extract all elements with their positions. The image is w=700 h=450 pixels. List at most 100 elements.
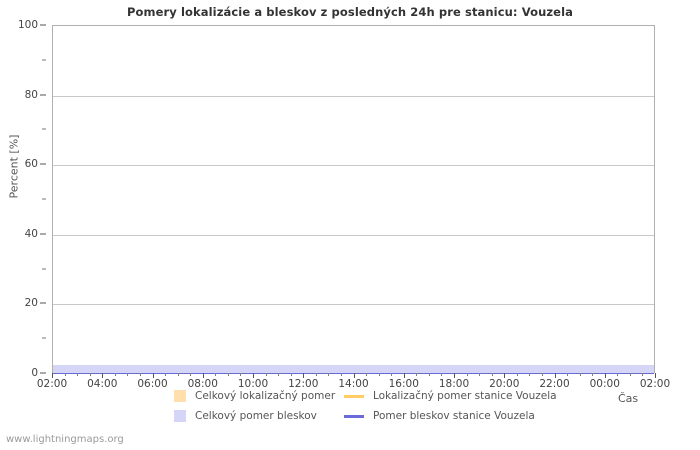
- x-axis-tick-label: 12:00: [288, 378, 319, 390]
- x-axis-tick-label: 22:00: [539, 378, 570, 390]
- y-axis-minor-tick: [42, 59, 46, 61]
- x-axis-tick: [403, 373, 405, 378]
- y-axis-title: Percent [%]: [7, 134, 21, 199]
- x-axis-minor-tick: [366, 373, 368, 376]
- x-axis-minor-tick: [315, 373, 317, 376]
- x-axis-minor-tick: [479, 373, 481, 376]
- x-axis-minor-tick: [240, 373, 242, 376]
- legend-item[interactable]: Celkový pomer bleskov: [174, 410, 317, 422]
- x-axis-minor-tick: [592, 373, 594, 376]
- y-axis-tick: [40, 233, 46, 235]
- x-axis-minor-tick: [516, 373, 518, 376]
- legend-area-swatch-icon: [174, 390, 186, 402]
- x-axis-tick: [202, 373, 204, 378]
- watermark: www.lightningmaps.org: [6, 434, 124, 445]
- x-axis-minor-tick: [378, 373, 380, 376]
- legend-item[interactable]: Celkový lokalizačný pomer: [174, 390, 335, 402]
- x-axis-tick: [604, 373, 606, 378]
- x-axis-minor-tick: [466, 373, 468, 376]
- x-axis-tick-label: 14:00: [338, 378, 369, 390]
- x-axis-tick-label: 18:00: [438, 378, 470, 390]
- y-axis-tick: [40, 24, 46, 26]
- x-axis-tick-label: 02:00: [36, 378, 68, 390]
- x-axis-tick: [303, 373, 305, 378]
- x-axis: 02:00 04:00 06:00 08:00 10:00 12:00 14:00 16:00…: [37, 373, 670, 391]
- x-axis-minor-tick: [64, 373, 66, 376]
- legend-area-swatch-icon: [174, 410, 186, 422]
- x-axis-minor-tick: [190, 373, 192, 376]
- y-axis-minor-tick: [42, 268, 46, 270]
- x-axis-minor-tick: [328, 373, 330, 376]
- legend-item-label: Celkový lokalizačný pomer: [195, 390, 336, 402]
- x-axis-tick: [102, 373, 104, 378]
- y-axis-tick: [40, 94, 46, 96]
- x-axis-minor-tick: [89, 373, 91, 376]
- x-axis-minor-tick: [629, 373, 631, 376]
- x-axis-minor-tick: [416, 373, 418, 376]
- x-axis-minor-tick: [114, 373, 116, 376]
- x-axis-minor-tick: [290, 373, 292, 376]
- y-axis-tick-label: 80: [24, 88, 38, 101]
- x-axis-minor-tick: [215, 373, 217, 376]
- x-axis-tick: [454, 373, 455, 378]
- plot-area: [52, 25, 655, 374]
- x-axis-tick-label: 02:00: [639, 378, 671, 390]
- x-axis-minor-tick: [579, 373, 581, 376]
- y-axis-tick: [40, 302, 46, 304]
- legend-item[interactable]: Pomer bleskov stanice Vouzela: [344, 410, 535, 422]
- legend-line-swatch-icon: [344, 394, 364, 398]
- legend-item-label: Celkový pomer bleskov: [195, 410, 317, 422]
- y-axis-tick-label: 60: [24, 158, 38, 171]
- gridline: [53, 165, 654, 167]
- y-axis-tick-label: 0: [31, 367, 38, 379]
- x-axis-minor-tick: [441, 373, 443, 376]
- legend-line-swatch-icon: [344, 414, 364, 418]
- x-axis-tick-label: 16:00: [388, 378, 419, 390]
- x-axis-minor-tick: [529, 373, 531, 376]
- x-axis-tick-label: 20:00: [489, 378, 520, 390]
- x-axis-tick: [52, 373, 53, 378]
- x-axis-tick-label: 10:00: [237, 378, 269, 390]
- series-layer: [53, 26, 654, 374]
- x-axis-minor-tick: [127, 373, 129, 376]
- legend-item[interactable]: Lokalizačný pomer stanice Vouzela: [344, 390, 557, 402]
- x-axis-tick: [655, 373, 656, 378]
- x-axis-minor-tick: [139, 373, 141, 376]
- gridlines: [53, 26, 654, 372]
- page-title: Pomery lokalizácie a bleskov z poslednýc…: [127, 5, 573, 19]
- y-axis: 0 20 40 60 80 100: [0, 19, 46, 379]
- y-axis-minor-tick: [42, 337, 46, 339]
- x-axis-minor-tick: [541, 373, 543, 376]
- x-axis-tick-label: 00:00: [589, 378, 620, 390]
- gridline: [53, 304, 654, 306]
- x-axis-title: Čas: [618, 392, 639, 405]
- x-axis-tick-label: 04:00: [87, 378, 118, 390]
- x-axis-minor-tick: [642, 373, 644, 376]
- x-axis-minor-tick: [278, 373, 280, 376]
- legend-item-label: Lokalizačný pomer stanice Vouzela: [373, 390, 557, 402]
- chart-legend: Celkový lokalizačný pomer Lokalizačný pom…: [174, 390, 614, 432]
- x-axis-minor-tick: [428, 373, 430, 376]
- y-axis-minor-tick: [42, 198, 46, 200]
- x-axis-minor-tick: [265, 373, 267, 376]
- x-axis-tick-label: 08:00: [187, 378, 218, 390]
- x-axis-minor-tick: [227, 373, 229, 376]
- x-axis-tick: [353, 373, 355, 378]
- x-axis-tick: [253, 373, 254, 378]
- x-axis-tick: [152, 373, 154, 378]
- x-axis-tick: [504, 373, 506, 378]
- x-axis-minor-tick: [165, 373, 167, 376]
- x-axis-tick-label: 06:00: [137, 378, 168, 390]
- series-area: [53, 364, 654, 374]
- y-axis-minor-tick: [42, 128, 46, 130]
- y-axis-tick-label: 20: [24, 297, 38, 310]
- y-axis-tick: [40, 163, 46, 165]
- x-axis-minor-tick: [340, 373, 342, 376]
- x-axis-minor-tick: [617, 373, 619, 376]
- x-axis-minor-tick: [177, 373, 179, 376]
- gridline: [53, 234, 654, 236]
- x-axis-minor-tick: [567, 373, 569, 376]
- legend-item-label: Pomer bleskov stanice Vouzela: [373, 410, 535, 422]
- x-axis-minor-tick: [77, 373, 79, 376]
- y-axis-tick-label: 40: [24, 227, 38, 240]
